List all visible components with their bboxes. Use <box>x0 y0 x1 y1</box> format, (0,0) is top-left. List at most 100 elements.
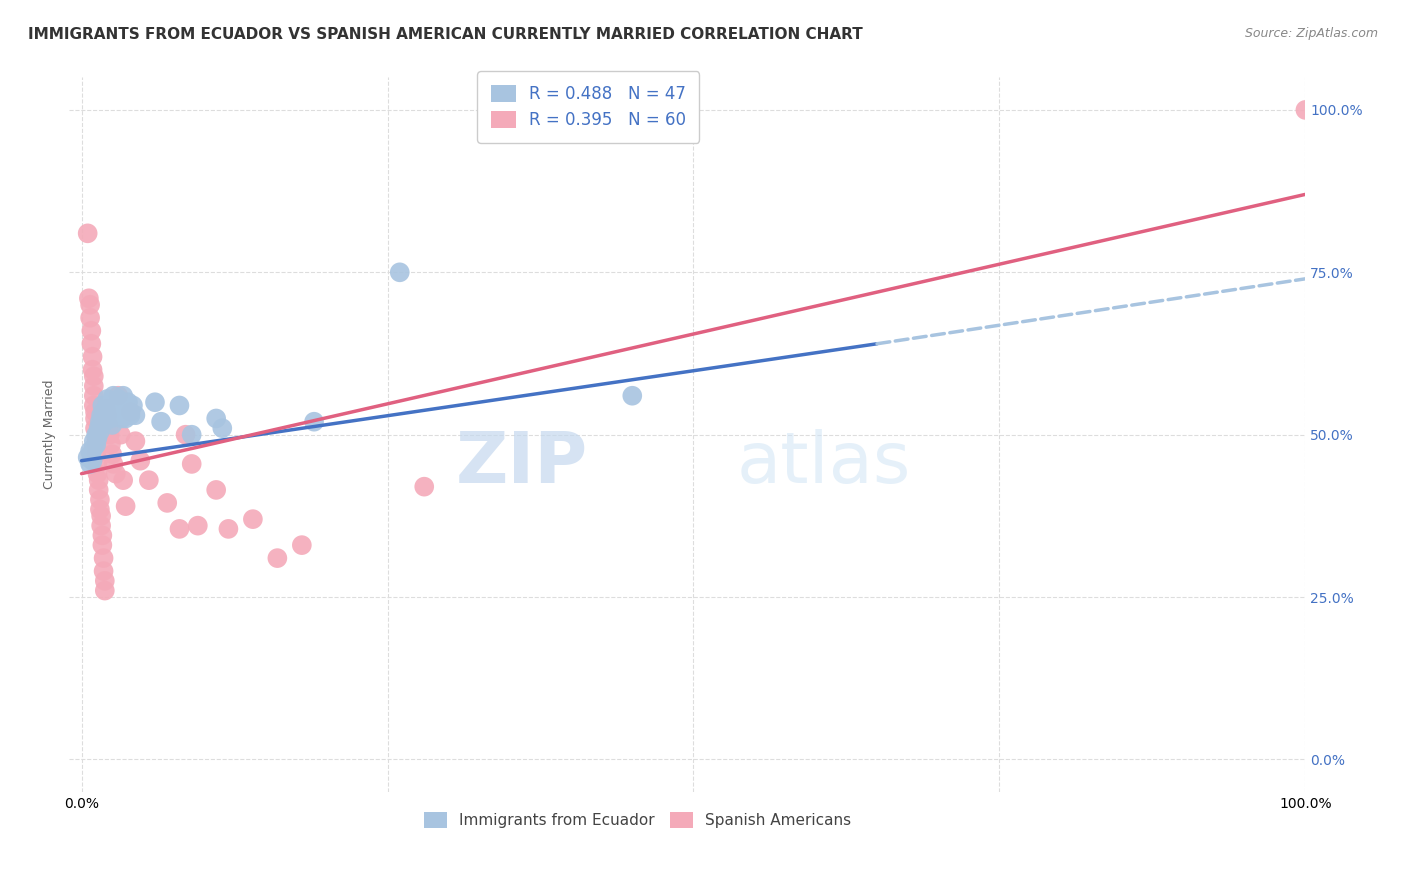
Point <box>388 265 411 279</box>
Point <box>291 538 314 552</box>
Point <box>84 447 107 461</box>
Point <box>83 389 105 403</box>
Point <box>110 405 132 419</box>
Point <box>86 467 108 481</box>
Point <box>77 291 100 305</box>
Point <box>94 583 117 598</box>
Point <box>101 417 124 432</box>
Point <box>80 324 103 338</box>
Point <box>91 399 114 413</box>
Point <box>104 467 127 481</box>
Point <box>76 227 98 241</box>
Point <box>93 405 115 419</box>
Point <box>100 437 122 451</box>
Point <box>91 538 114 552</box>
Point <box>124 434 146 449</box>
Point <box>98 427 121 442</box>
Point <box>143 395 166 409</box>
Point <box>114 411 136 425</box>
Text: atlas: atlas <box>737 429 911 498</box>
Point <box>82 363 104 377</box>
Point <box>98 405 121 419</box>
Point <box>84 431 107 445</box>
Point <box>80 336 103 351</box>
Point <box>84 405 107 419</box>
Point <box>211 421 233 435</box>
Point <box>96 392 118 406</box>
Point <box>117 395 139 409</box>
Point <box>112 473 135 487</box>
Point <box>94 415 117 429</box>
Point <box>90 518 112 533</box>
Point <box>90 417 112 432</box>
Point <box>110 427 132 442</box>
Point <box>187 518 209 533</box>
Point <box>156 496 179 510</box>
Point <box>302 415 325 429</box>
Point <box>205 483 228 497</box>
Text: Source: ZipAtlas.com: Source: ZipAtlas.com <box>1244 27 1378 40</box>
Point <box>120 405 142 419</box>
Point <box>89 492 111 507</box>
Point <box>138 473 160 487</box>
Text: ZIP: ZIP <box>456 429 589 498</box>
Point <box>89 415 111 429</box>
Point <box>83 379 105 393</box>
Point <box>84 437 107 451</box>
Point <box>97 417 120 432</box>
Point <box>150 415 173 429</box>
Point <box>79 457 101 471</box>
Point <box>79 444 101 458</box>
Point <box>87 473 110 487</box>
Point <box>84 427 107 442</box>
Point <box>90 408 112 422</box>
Point <box>100 411 122 425</box>
Point <box>205 411 228 425</box>
Point <box>87 483 110 497</box>
Point <box>82 350 104 364</box>
Point <box>413 480 436 494</box>
Point <box>266 551 288 566</box>
Point <box>1294 103 1316 117</box>
Point <box>174 427 197 442</box>
Point <box>79 298 101 312</box>
Point <box>94 574 117 588</box>
Point <box>107 392 129 406</box>
Point <box>107 389 129 403</box>
Point <box>80 447 103 461</box>
Point <box>242 512 264 526</box>
Point <box>97 399 120 413</box>
Point <box>86 431 108 445</box>
Point <box>83 441 105 455</box>
Point <box>83 369 105 384</box>
Point <box>101 447 124 461</box>
Point <box>84 421 107 435</box>
Point <box>83 434 105 449</box>
Point <box>79 310 101 325</box>
Point <box>89 425 111 439</box>
Point <box>112 389 135 403</box>
Point <box>89 502 111 516</box>
Point <box>108 399 131 413</box>
Point <box>94 401 117 416</box>
Point <box>112 401 135 416</box>
Point <box>93 551 115 566</box>
Point <box>103 389 125 403</box>
Point <box>169 399 191 413</box>
Point <box>96 408 118 422</box>
Point <box>91 528 114 542</box>
Point <box>94 401 117 416</box>
Point <box>621 389 644 403</box>
Point <box>84 411 107 425</box>
Point <box>120 408 142 422</box>
Point <box>122 399 145 413</box>
Legend: Immigrants from Ecuador, Spanish Americans: Immigrants from Ecuador, Spanish America… <box>418 806 858 834</box>
Point <box>93 564 115 578</box>
Point <box>103 457 125 471</box>
Point <box>180 457 202 471</box>
Point <box>104 395 127 409</box>
Point <box>76 450 98 465</box>
Point <box>83 399 105 413</box>
Y-axis label: Currently Married: Currently Married <box>44 380 56 490</box>
Point <box>86 457 108 471</box>
